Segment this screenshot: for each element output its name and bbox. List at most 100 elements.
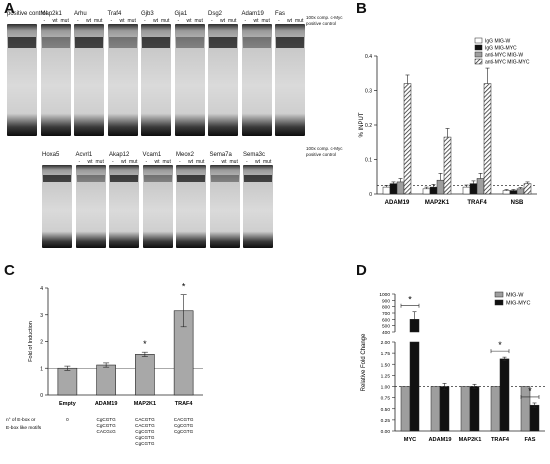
gel-lane-sub-wt: wt	[52, 18, 58, 24]
bar	[429, 186, 438, 195]
gel-band	[242, 37, 271, 48]
gel-label-vcam1: Vcam1	[142, 152, 162, 158]
chip-percent-input-chart: 0 0.1 0.2 0.3 0.4 % INPUT ADAM19 MAP2K1 TRAF4 NSB…	[359, 37, 537, 206]
gel-label-arhu: Arhu	[74, 11, 87, 17]
gel-image	[7, 24, 37, 136]
gel-label-dsg2: Dsg2	[208, 11, 223, 17]
legend-label: anti-MYC MIG-MYC	[485, 60, 530, 66]
gel-label-akap12: Akap12	[109, 152, 130, 158]
x-tick-label: MAP2K1	[425, 200, 450, 206]
gel-lane-sub-mut: mut	[228, 18, 237, 24]
bar	[382, 186, 391, 195]
motif-label: CgCGTG	[135, 435, 155, 440]
legend-swatch	[494, 299, 504, 306]
gel-lane-sub-wt: wt	[121, 159, 126, 165]
gel-lane-sub-wt: wt	[119, 18, 125, 24]
x-tick-label: ADAM19	[428, 437, 451, 443]
gel-lane-sub-mut: mut	[196, 159, 205, 165]
y-tick-label: 1.00	[381, 385, 391, 391]
x-tick-label: FAS	[525, 437, 536, 443]
x-tick-label: MAP2K1	[134, 401, 156, 407]
gel-band	[8, 37, 36, 48]
significance-star: *	[528, 386, 532, 396]
gel-label-hoxa5: Hoxa5	[42, 152, 60, 158]
y-tick-label: 3	[40, 313, 43, 319]
gel-image	[40, 24, 71, 136]
y-axis-label: Relative Fold Change	[361, 333, 367, 391]
motif-label: CACGTG	[135, 423, 155, 428]
significance-star: *	[408, 295, 412, 305]
y-tick-label: 2	[40, 340, 43, 346]
x-tick-label: TRAF4	[467, 200, 487, 206]
gel-image	[241, 24, 272, 136]
panel-letter-c: C	[4, 262, 15, 279]
legend-swatch	[494, 291, 504, 298]
gel-band	[142, 37, 170, 48]
gel-lane-sub-wt: wt	[188, 159, 193, 165]
significance-star: *	[143, 339, 147, 349]
motif-label: 0	[66, 417, 69, 422]
gel-lane-sub-minus: -	[144, 18, 146, 24]
gel-lane-sub-minus: -	[211, 18, 213, 24]
bar	[490, 386, 501, 432]
gel-band	[41, 37, 70, 48]
gel-lane-sub-wt: wt	[221, 159, 227, 165]
x-tick-label: ADAM19	[385, 200, 410, 206]
gel-image	[74, 24, 104, 136]
gel-lane-sub-mut: mut	[94, 18, 103, 24]
y-tick-label: 0.00	[381, 429, 391, 435]
motif-label: CgCGTG	[174, 423, 194, 428]
gel-image	[176, 165, 206, 248]
y-tick-label: 1.25	[381, 373, 391, 379]
bar	[509, 190, 518, 195]
y-tick-label: 0.75	[381, 396, 391, 402]
gel-lane-sub-mut: mut	[194, 18, 203, 24]
motif-label: CACGcG	[97, 429, 117, 434]
bar	[135, 354, 155, 396]
legend-swatch	[474, 37, 483, 44]
bar	[409, 341, 420, 432]
gel-lane-sub-mut: mut	[95, 159, 104, 165]
bar	[439, 386, 450, 432]
y-tick-label: 1000	[379, 292, 390, 298]
bar	[436, 179, 445, 195]
bar	[57, 367, 78, 396]
legend-label: anti-MYC MIG-W	[485, 53, 523, 59]
y-tick-label: 1.50	[381, 362, 391, 368]
gel-lane-sub-mut: mut	[263, 159, 272, 165]
bar	[403, 83, 412, 195]
bar	[469, 386, 480, 432]
gel-image	[107, 24, 138, 136]
gel-image	[141, 24, 171, 136]
motif-row-label: n° of E-box or	[6, 417, 36, 423]
gel-lane-sub-mut: mut	[60, 18, 69, 24]
gel-label-adam19: Adam19	[241, 11, 264, 17]
motif-label: CgCGTG	[135, 441, 155, 446]
legend-label: MIG-MYC	[506, 301, 530, 307]
motif-label: CgCGTG	[135, 429, 155, 434]
gel-band	[210, 174, 239, 183]
gel-label-traf4: Traf4	[107, 11, 122, 17]
gel-label-meox2: Meox2	[176, 152, 195, 158]
panel-letter-b: B	[356, 0, 367, 17]
y-tick-label: 500	[382, 324, 390, 330]
legend-label: IgG MIG-MYC	[485, 46, 517, 52]
y-tick-label: 0.3	[365, 89, 372, 95]
x-tick-label: ADAM19	[95, 401, 118, 407]
gel-band	[108, 37, 137, 48]
y-tick-label: 700	[382, 311, 390, 317]
gel-lane-sub-mut: mut	[229, 159, 238, 165]
gel-lane-sub-wt: wt	[287, 18, 292, 24]
gel-image	[174, 24, 205, 136]
x-tick-label: MYC	[404, 437, 416, 443]
gel-lane-sub-minus: -	[212, 159, 215, 165]
y-tick-label: 0.4	[365, 54, 372, 60]
control-note-row1: 100x comp. c-Myc positive control	[306, 15, 343, 26]
y-tick-label: 0.1	[365, 158, 372, 164]
motif-label: CgCGTG	[97, 423, 117, 428]
x-tick-label: NSB	[511, 200, 524, 206]
gel-lane-sub-minus: -	[110, 18, 113, 24]
y-tick-label: 1.75	[381, 351, 391, 357]
gel-lane-sub-wt: wt	[255, 159, 260, 165]
